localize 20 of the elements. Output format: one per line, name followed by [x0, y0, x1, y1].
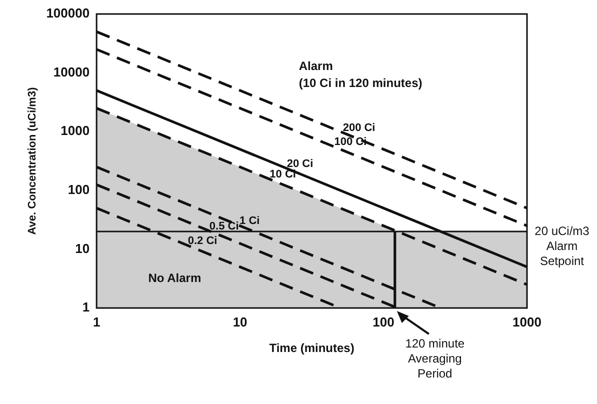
y-tick-label: 10000: [53, 64, 90, 80]
y-tick-label: 100: [68, 182, 90, 197]
ref-line-label: 20 uCi/m3 Alarm Setpoint: [534, 224, 590, 268]
series-label: 20 Ci: [286, 158, 314, 170]
annotation: Alarm (10 Ci in 120 minutes): [298, 59, 422, 90]
y-tick-label: 10: [75, 240, 90, 256]
x-tick-label: 1: [92, 314, 100, 330]
series-label: 1 Ci: [240, 215, 260, 228]
x-axis-title: Time (minutes): [269, 341, 354, 356]
series-label: 200 Ci: [342, 122, 376, 134]
x-tick-label: 100: [372, 314, 394, 330]
y-tick-label: 1000: [60, 123, 90, 138]
y-tick-label: 100000: [46, 6, 90, 21]
x-tick-label: 10: [232, 314, 248, 330]
annotation: No Alarm: [148, 270, 202, 285]
y-tick-label: 1: [82, 300, 90, 315]
series-label: 0.2 Ci: [188, 234, 218, 247]
y-axis-title: Ave. Concentration (uCi/m3): [26, 86, 39, 235]
x-tick-label: 1000: [512, 314, 542, 330]
annotation: 120 minute Averaging Period: [405, 336, 465, 380]
